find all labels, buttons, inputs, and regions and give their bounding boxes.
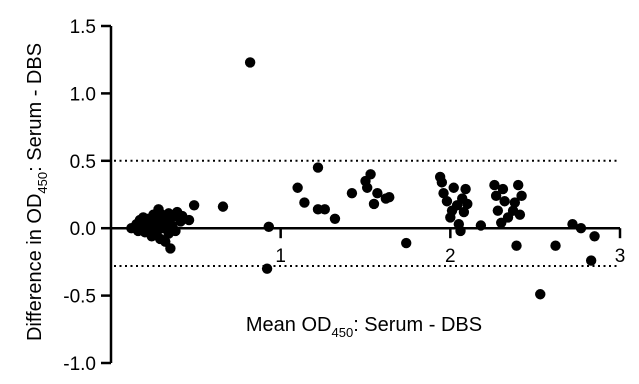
data-point [490,190,502,202]
data-point [217,201,229,212]
data-point [455,225,466,237]
data-point [441,196,453,207]
data-point [585,255,597,266]
data-point [263,221,274,233]
data-point [492,205,504,216]
data-point [261,263,273,274]
data-point [509,197,521,208]
x-tick-label: 3 [615,246,626,267]
y-tick-label: -0.5 [63,287,96,308]
data-point [170,225,181,237]
x-tick-label: 1 [275,246,286,267]
data-point [462,198,473,210]
data-point [401,237,412,249]
data-point [511,240,522,251]
data-point [299,197,310,208]
data-point [372,187,383,199]
data-point [514,209,526,220]
data-point [458,206,470,218]
data-point [513,179,524,191]
data-point [448,182,459,193]
y-tick-label: 0.0 [70,219,96,240]
data-point [550,240,561,251]
data-point [365,169,376,180]
data-point [329,213,341,224]
data-point [516,190,527,202]
x-tick-label: 2 [445,246,456,267]
data-point [489,179,500,191]
data-point [368,198,380,210]
y-axis: -1.0 -0.5 0.0 0.5 1.0 1.5 [63,17,113,375]
data-point [312,162,324,173]
x-axis: 1 2 3 [111,226,626,267]
data-point [438,187,449,199]
y-tick-label: 0.5 [70,152,96,173]
data-point [460,183,471,195]
data-point [567,218,578,230]
data-point [499,196,510,207]
data-point [535,289,546,300]
y-axis-title: Difference in OD450: Serum - DBS [24,43,50,341]
y-tick-label: 1.5 [70,17,96,38]
y-tick-label: -1.0 [63,354,96,375]
x-axis-title: Mean OD450: Serum - DBS [246,314,482,340]
reference-lines [114,159,620,267]
data-point [292,182,303,193]
data-point [475,220,487,231]
data-point [575,223,587,234]
data-point [346,187,358,199]
data-point [244,57,256,68]
data-point [361,182,373,193]
data-point [589,231,600,242]
data-points [126,57,600,300]
data-point [436,177,448,188]
y-tick-label: 1.0 [70,84,96,105]
data-point [183,214,195,226]
data-point [319,204,330,215]
data-point [165,243,176,254]
data-point [188,200,200,211]
data-point [384,191,395,203]
data-point [497,183,509,195]
